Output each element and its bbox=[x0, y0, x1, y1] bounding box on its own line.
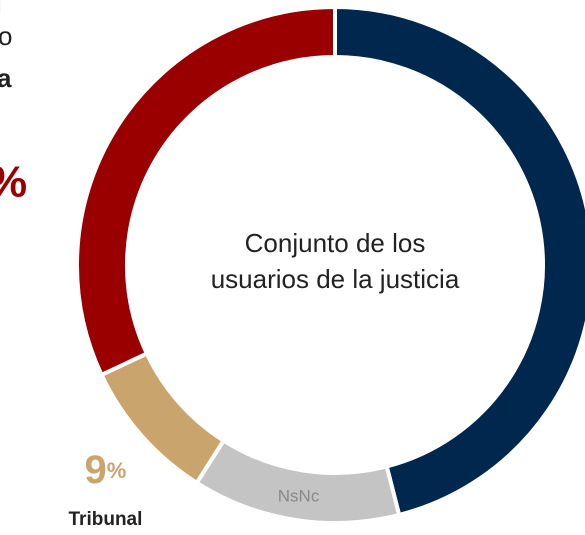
value-number: 9 bbox=[85, 448, 107, 492]
value-unit: % bbox=[107, 458, 127, 483]
value-label: 9% bbox=[85, 448, 127, 492]
donut-segment bbox=[333, 4, 585, 518]
donut-segment bbox=[193, 437, 402, 525]
side-text: a bbox=[0, 63, 12, 93]
center-label: Conjunto de los bbox=[245, 228, 426, 258]
category-label: Tribunal bbox=[69, 509, 143, 530]
side-text: o bbox=[0, 21, 12, 51]
donut-segment bbox=[75, 4, 337, 378]
center-label: usuarios de la justicia bbox=[211, 264, 460, 294]
side-text: l bbox=[0, 0, 2, 19]
side-text: % bbox=[0, 158, 27, 207]
segment-label: NsNc bbox=[278, 487, 320, 506]
